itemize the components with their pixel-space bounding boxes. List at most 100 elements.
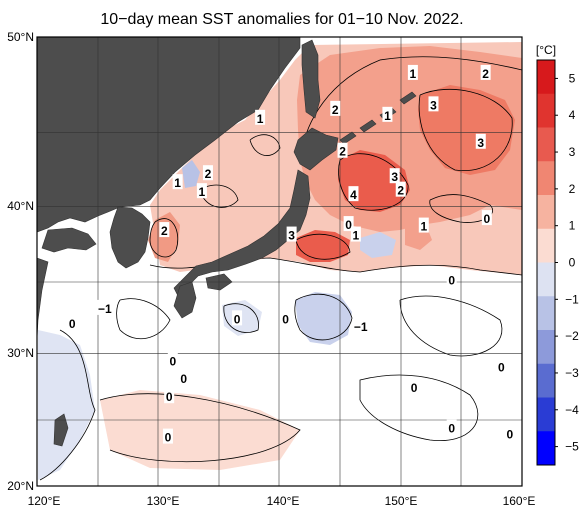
contour-label: 2 <box>482 67 489 81</box>
colorbar-swatch <box>537 330 555 365</box>
contour-label: 0 <box>507 428 514 442</box>
contour-label-background <box>162 428 173 444</box>
contour-label: 3 <box>391 170 398 184</box>
lon-label-140e: 140°E <box>267 494 300 508</box>
colorbar-swatch <box>537 397 555 432</box>
contour-label: 0 <box>180 372 187 386</box>
contour-label: 0 <box>234 312 241 326</box>
contour-label-background <box>172 174 183 190</box>
contour-label: 0 <box>282 312 289 326</box>
contour-label-background <box>475 133 486 149</box>
contour-label-background <box>330 100 341 116</box>
contour-line <box>299 56 522 161</box>
contour-label-background <box>395 181 406 197</box>
contour-label-background <box>202 165 213 181</box>
contour-label-background <box>337 142 348 158</box>
contour-label: 1 <box>199 185 206 199</box>
cool-anomaly-south-1 <box>295 292 352 345</box>
colorbar-swatch <box>537 363 555 398</box>
colorbar-swatch <box>537 228 555 263</box>
colorbar-swatch <box>537 93 555 128</box>
liaodong-shandong <box>41 227 97 253</box>
graticule <box>37 37 522 486</box>
contour-line <box>249 134 281 156</box>
contour-label: 2 <box>339 145 346 159</box>
contour-line <box>223 303 259 333</box>
colorbar-tick-label: −5 <box>565 440 579 454</box>
colorbar-tick-label: −2 <box>565 329 579 343</box>
contour-label: 3 <box>288 229 295 243</box>
contour-label-background <box>350 226 361 242</box>
map-title: 10−day mean SST anomalies for 01−10 Nov.… <box>100 11 463 28</box>
colorbar-tick-label: −3 <box>565 366 579 380</box>
lon-label-130e: 130°E <box>147 494 180 508</box>
lat-label-20n: 20°N <box>7 479 34 493</box>
contour-label: 4 <box>350 188 357 202</box>
lon-label-150e: 150°E <box>385 494 418 508</box>
colorbar-tick-label: 4 <box>569 108 576 122</box>
contour-label-background <box>286 226 297 242</box>
contour-label: 1 <box>384 109 391 123</box>
contour-label-background <box>280 310 291 326</box>
contour-label: 3 <box>430 98 437 112</box>
contour-line <box>418 88 513 172</box>
contour-label: 0 <box>411 381 418 395</box>
colorbar-swatch <box>537 431 555 466</box>
contour-label-background <box>348 186 359 202</box>
contour-label-background <box>409 379 420 395</box>
lat-label-30n: 30°N <box>7 346 34 360</box>
colorbar: [°C] 5 4 3 2 1 0 −1 −2 −3 −4 −5 <box>536 43 579 466</box>
contour-label-background <box>232 310 243 326</box>
kuril-islands <box>339 91 417 145</box>
contour-label: 1 <box>257 112 264 126</box>
colorbar-swatch <box>537 60 555 95</box>
lat-label-50n: 50°N <box>7 30 34 44</box>
cool-anomaly-japan-sea-west <box>182 160 200 188</box>
contour-label: 0 <box>448 422 455 436</box>
colorbar-swatch <box>537 296 555 331</box>
contour-label-background <box>504 425 515 441</box>
contour-label: 0 <box>169 354 176 368</box>
contour-label: 2 <box>161 224 168 238</box>
colorbar-tick-label: 2 <box>569 182 576 196</box>
colorbar-swatches <box>537 60 555 466</box>
lon-label-120e: 120°E <box>28 494 61 508</box>
contour-label: 1 <box>174 176 181 190</box>
contour-label: 0 <box>483 212 490 226</box>
contour-label: 1 <box>410 67 417 81</box>
contour-label: 3 <box>477 136 484 150</box>
contour-label-background <box>343 216 354 232</box>
colorbar-tick-label: 3 <box>569 145 576 159</box>
warm-anomaly-core-east <box>418 85 515 175</box>
colorbar-swatch <box>537 161 555 196</box>
contour-label-background <box>428 96 439 112</box>
contour-label: 0 <box>69 317 76 331</box>
contour-line <box>295 233 351 260</box>
contour-label: −1 <box>354 320 368 334</box>
colorbar-ticks: 5 4 3 2 1 0 −1 −2 −3 −4 −5 <box>555 71 579 454</box>
contour-label-background <box>480 64 491 80</box>
colorbar-tick-label: −1 <box>565 292 579 306</box>
anomaly-fields <box>38 42 522 480</box>
colorbar-swatch <box>537 127 555 162</box>
contour-label-background <box>446 271 457 287</box>
contour-label: 0 <box>165 431 172 445</box>
contour-line <box>294 293 353 341</box>
contour-label-background <box>382 106 393 122</box>
colorbar-tick-label: −4 <box>565 403 579 417</box>
contour-line <box>99 393 301 463</box>
china-coast <box>37 257 49 341</box>
hokkaido <box>293 127 339 171</box>
contour-label: 2 <box>205 167 212 181</box>
contour-line <box>359 374 479 442</box>
contour-label-background <box>96 299 113 315</box>
contour-label: 1 <box>353 229 360 243</box>
contour-label-background <box>407 64 418 80</box>
contour-line <box>149 218 179 258</box>
contour-label-background <box>389 168 400 184</box>
cool-anomaly-offshore <box>360 232 396 258</box>
colorbar-tick-label: 1 <box>569 219 576 233</box>
